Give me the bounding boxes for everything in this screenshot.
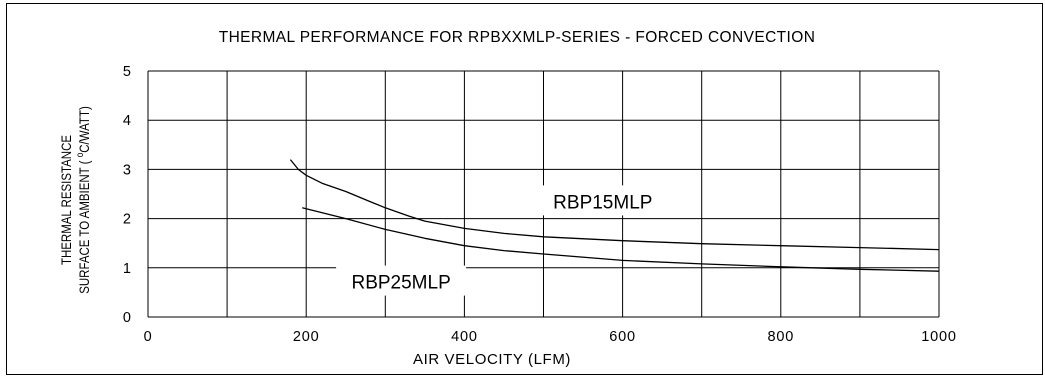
series-annotation-label: RBP15MLP xyxy=(553,192,652,213)
annotation-background xyxy=(537,185,668,216)
chart-frame: THERMAL PERFORMANCE FOR RPBXXMLP-SERIES … xyxy=(6,3,1043,375)
y-tick-label: 4 xyxy=(123,113,131,129)
x-tick-label: 400 xyxy=(451,329,478,345)
x-tick-label: 800 xyxy=(768,329,795,345)
y-tick-label: 2 xyxy=(123,212,131,228)
x-tick-label: 0 xyxy=(144,329,153,345)
y-tick-label: 1 xyxy=(123,261,131,277)
series-line-rbp15mlp xyxy=(289,159,940,251)
series-annotations: RBP15MLP RBP25MLP xyxy=(336,185,668,296)
y-tick-label: 5 xyxy=(123,64,131,80)
chart-title: THERMAL PERFORMANCE FOR RPBXXMLP-SERIES … xyxy=(219,29,816,46)
y-axis-label-line2-prefix: SURFACE TO AMBIENT ( xyxy=(76,157,92,293)
y-tick-label: 3 xyxy=(123,162,131,178)
x-axis-label: AIR VELOCITY (LFM) xyxy=(413,351,571,368)
y-axis-label: THERMAL RESISTANCE SURFACE TO AMBIENT ( … xyxy=(58,106,92,294)
y-axis-label-line2: SURFACE TO AMBIENT ( oC/WATT) xyxy=(74,106,92,294)
tick-labels: 0 200 400 600 800 1000 0 1 2 3 4 5 xyxy=(123,64,956,345)
degree-superscript: o xyxy=(74,153,85,158)
thermal-performance-chart: THERMAL PERFORMANCE FOR RPBXXMLP-SERIES … xyxy=(58,29,956,368)
series-annotation-label: RBP25MLP xyxy=(351,273,450,294)
series-lines xyxy=(289,159,940,272)
y-tick-label: 0 xyxy=(123,310,131,326)
x-tick-label: 600 xyxy=(609,329,636,345)
x-tick-label: 200 xyxy=(293,329,320,345)
y-axis-label-line2-suffix: C/WATT) xyxy=(76,106,92,153)
annotation-background xyxy=(336,265,467,296)
y-axis-label-line1: THERMAL RESISTANCE xyxy=(58,135,74,265)
x-tick-label: 1000 xyxy=(921,329,956,345)
series-line-rbp25mlp xyxy=(302,207,940,272)
